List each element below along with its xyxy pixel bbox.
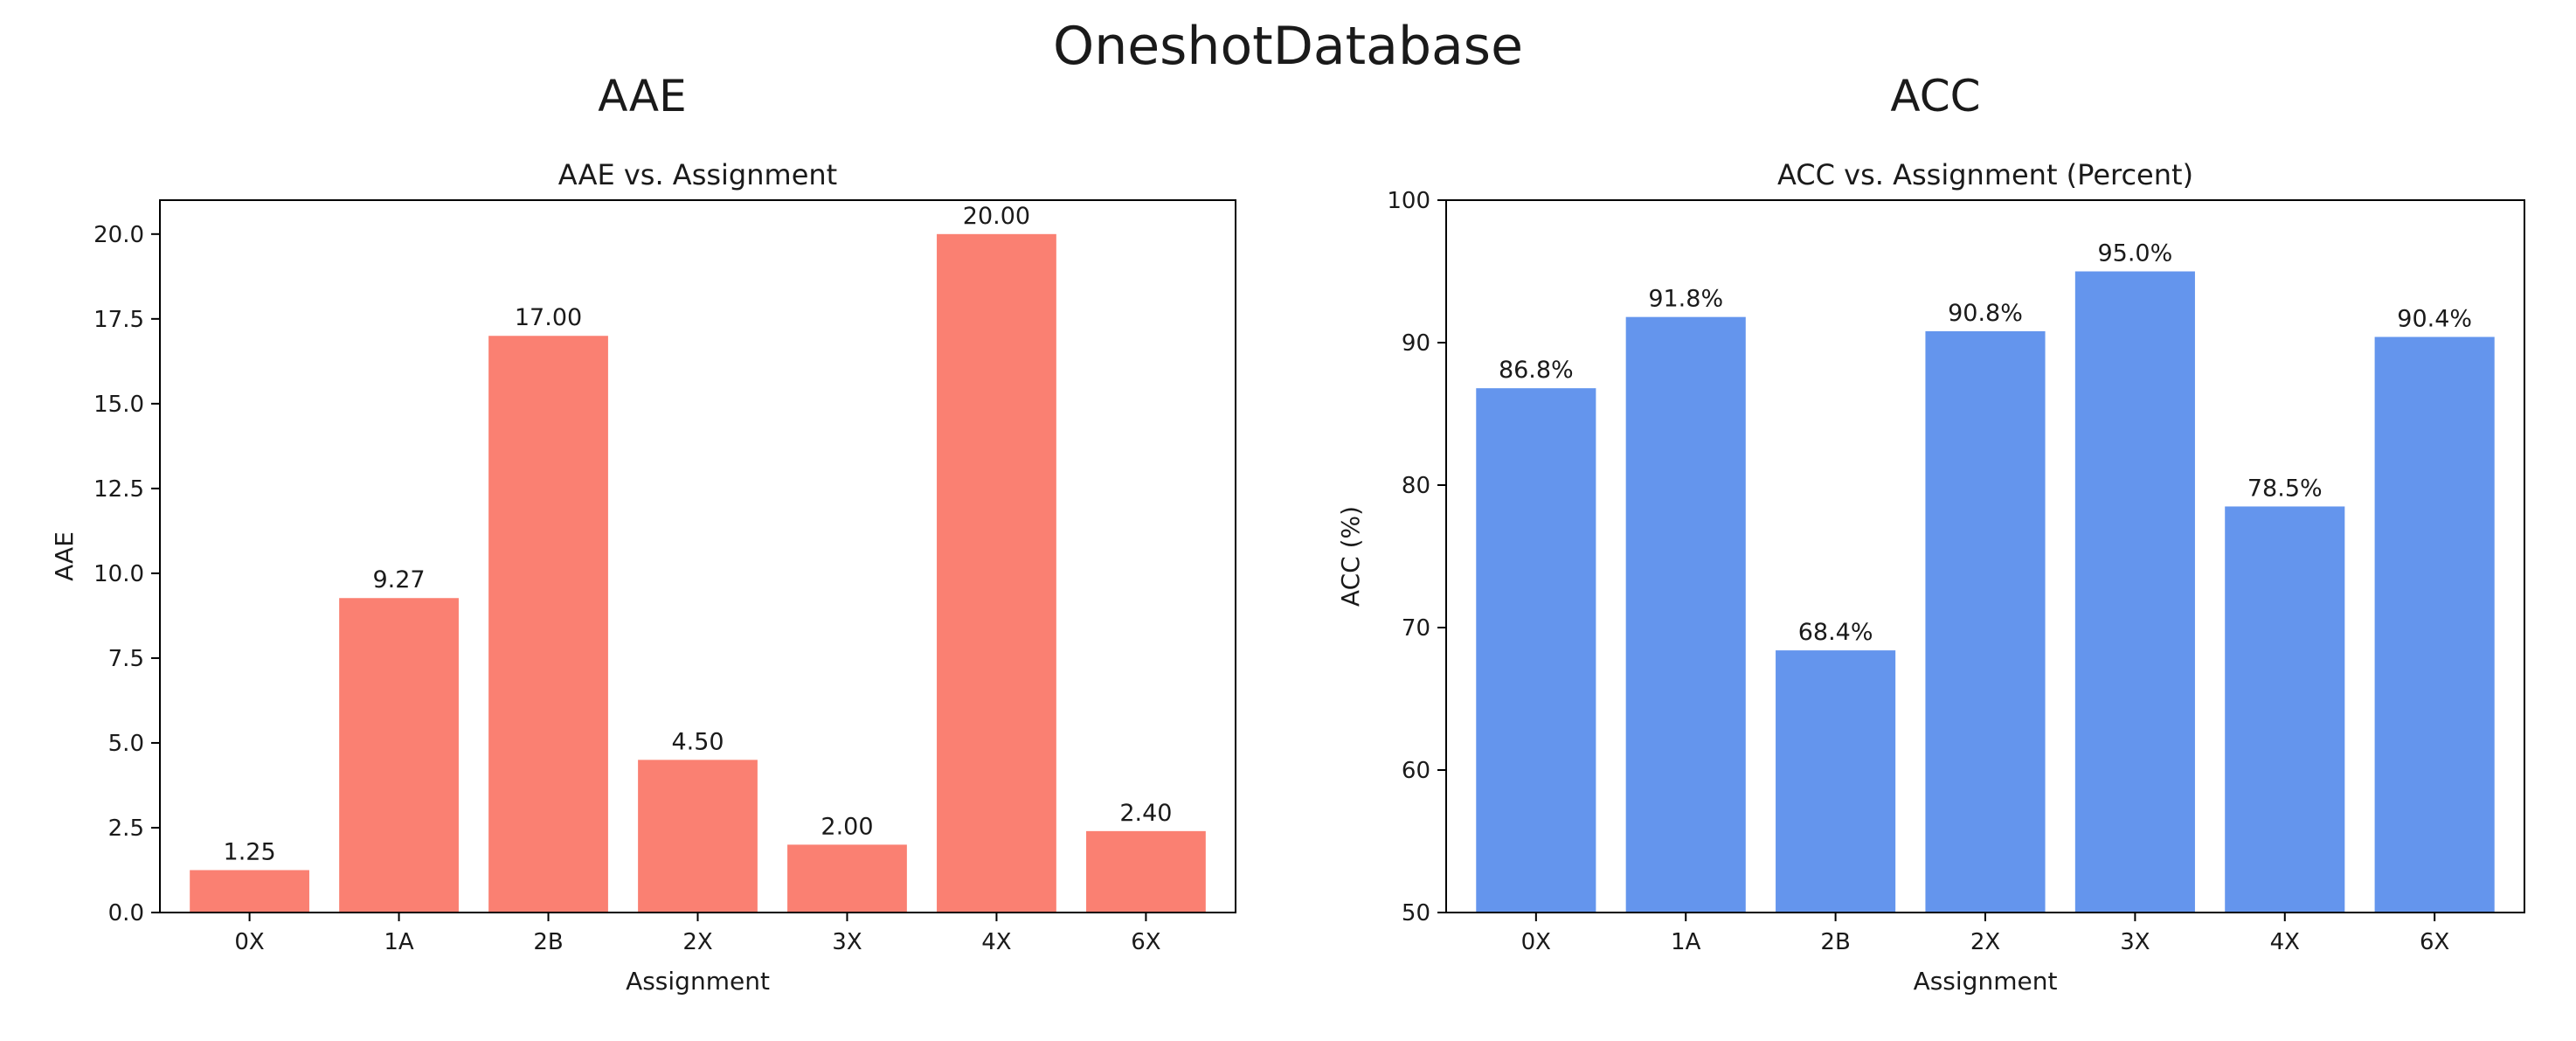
acc-data-label-2X: 90.8% [1948,300,2023,327]
acc-bar-2X [1925,330,2046,913]
aae-data-label-2B: 17.00 [515,304,582,331]
acc-xtick-label: 4X [2270,929,2300,955]
acc-xtick-label: 2X [1970,929,2000,955]
acc-y-axis-label: ACC (%) [1336,506,1365,607]
acc-ytick-label: 60 [1402,758,1430,784]
aae-bar-6X [1086,830,1206,913]
acc-bar-3X [2074,271,2195,913]
aae-ytick-label: 10.0 [93,561,144,587]
acc-data-label-3X: 95.0% [2097,240,2172,267]
aae-data-label-6X: 2.40 [1119,800,1172,827]
acc-bar-2B [1776,650,1896,913]
aae-data-label-4X: 20.00 [963,203,1030,230]
aae-x-axis-label: Assignment [626,967,770,996]
aae-ytick-label: 5.0 [108,731,144,757]
acc-xtick-label: 6X [2420,929,2449,955]
acc-chart-title: ACC vs. Assignment (Percent) [1777,158,2193,191]
aae-ytick-label: 15.0 [93,392,144,418]
acc-x-axis-label: Assignment [1914,967,2058,996]
aae-bar-0X [190,870,309,913]
acc-bar-4X [2225,506,2345,913]
aae-ytick-label: 17.5 [93,307,144,333]
aae-bar-3X [787,844,907,913]
acc-bar-6X [2374,337,2495,913]
acc-ytick-label: 80 [1402,473,1430,499]
aae-chart-title: AAE vs. Assignment [558,158,837,191]
acc-axes-frame [1445,199,2525,913]
panel-title-acc: ACC [1890,71,1981,121]
aae-xtick-label: 1A [384,929,414,955]
aae-y-axis-label: AAE [50,531,79,581]
acc-ytick-label: 70 [1402,615,1430,642]
acc-xtick-label: 1A [1671,929,1701,955]
aae-xtick-label: 0X [234,929,264,955]
acc-data-label-0X: 86.8% [1499,357,1574,384]
acc-ytick-label: 90 [1402,330,1430,357]
acc-bar-0X [1476,388,1596,913]
aae-bar-2X [638,760,758,913]
acc-xtick-label: 3X [2120,929,2150,955]
aae-data-label-0X: 1.25 [224,838,276,865]
aae-xtick-label: 2B [533,929,563,955]
acc-data-label-4X: 78.5% [2247,475,2323,502]
acc-ytick-label: 50 [1402,900,1430,926]
figure-suptitle: OneshotDatabase [1053,16,1523,77]
acc-ytick-label: 100 [1387,188,1430,214]
acc-xtick-label: 2B [1820,929,1850,955]
aae-ytick-label: 7.5 [108,646,144,672]
aae-bar-2B [488,336,608,913]
aae-bar-1A [339,598,459,913]
acc-data-label-2B: 68.4% [1798,619,1873,646]
acc-xtick-label: 0X [1521,929,1551,955]
acc-bar-1A [1625,316,1746,913]
aae-xtick-label: 6X [1131,929,1160,955]
aae-ytick-label: 12.5 [93,476,144,503]
aae-xtick-label: 4X [981,929,1011,955]
aae-data-label-3X: 2.00 [821,813,873,840]
aae-xtick-label: 3X [832,929,862,955]
panel-title-aae: AAE [598,71,687,121]
acc-data-label-6X: 90.4% [2397,305,2472,332]
aae-axes-frame [159,199,1236,913]
aae-data-label-1A: 9.27 [372,566,425,593]
aae-ytick-label: 0.0 [108,900,144,926]
aae-ytick-label: 2.5 [108,815,144,842]
aae-bar-4X [937,233,1056,913]
acc-data-label-1A: 91.8% [1648,286,1723,313]
aae-ytick-label: 20.0 [93,222,144,248]
aae-data-label-2X: 4.50 [671,728,724,755]
aae-xtick-label: 2X [682,929,712,955]
